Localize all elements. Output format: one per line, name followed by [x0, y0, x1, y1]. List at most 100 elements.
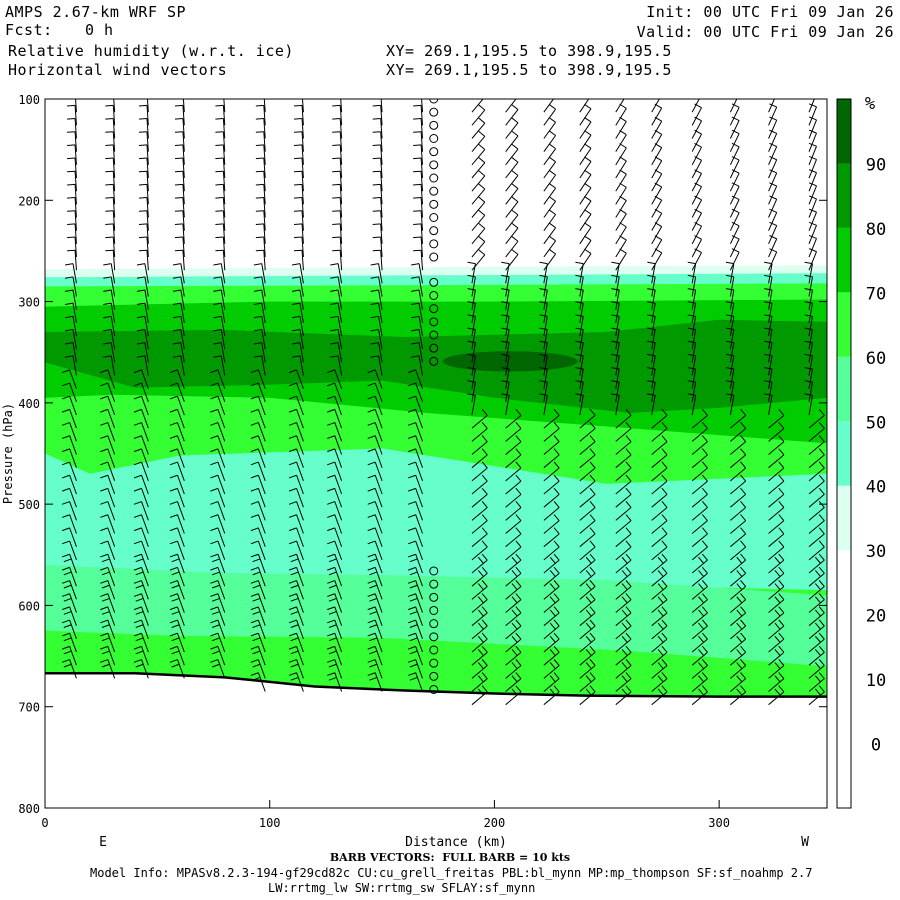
wind-barb-flag: [367, 487, 376, 492]
wind-barb-flag: [250, 501, 259, 505]
wind-barb-flag: [725, 274, 734, 278]
wind-barb-flag: [332, 249, 341, 252]
wind-barb: [730, 99, 731, 100]
wind-barb-flag: [135, 611, 144, 615]
wind-barb-flag: [133, 527, 142, 532]
wind-barb-flag: [169, 501, 178, 505]
wind-barb-flag: [103, 328, 112, 332]
wind-barb: [220, 276, 226, 297]
wind-barb: [505, 382, 510, 402]
wind-barb: [217, 606, 226, 626]
wind-barb-flag: [548, 156, 556, 163]
wind-barb: [691, 480, 708, 495]
wind-barb-flag: [332, 170, 341, 173]
wind-barb-flag: [372, 197, 381, 199]
wind-barb: [257, 619, 266, 640]
wind-barb-flag: [778, 487, 785, 495]
init-time: Init: 00 UTC Fri 09 Jan 26: [646, 3, 894, 21]
wind-barb-flag: [657, 688, 664, 696]
wind-barb: [543, 240, 557, 258]
wind-barb: [505, 599, 522, 613]
wind-barb-flag: [515, 514, 522, 521]
wind-barb: [374, 396, 383, 416]
wind-barb-flag: [174, 157, 183, 160]
wind-barb-flag: [100, 422, 108, 426]
wind-barb-flag: [100, 408, 108, 413]
wind-barb-flag: [100, 540, 108, 545]
wind-barb: [69, 633, 77, 653]
wind-barb: [729, 225, 740, 245]
wind-barb-flag: [369, 611, 378, 615]
colorbar-level-label: 70: [866, 284, 886, 304]
wind-barb-flag: [808, 169, 817, 174]
wind-barb-flag: [589, 435, 596, 442]
wind-barb: [420, 158, 424, 179]
wind-barb-flag: [332, 131, 341, 133]
wind-barb: [651, 414, 668, 429]
wind-barb-flag: [210, 395, 219, 400]
wind-barb: [471, 99, 473, 100]
wind-barb: [730, 691, 747, 706]
calm-wind-circle: [429, 239, 439, 249]
wind-barb-flag: [548, 196, 556, 202]
wind-barb-flag: [328, 571, 337, 576]
wind-barb-flag: [370, 276, 379, 279]
wind-barb: [374, 619, 383, 640]
wind-barb: [334, 501, 343, 521]
wind-barb-flag: [171, 584, 180, 589]
wind-barb-flag: [210, 501, 219, 505]
wind-barb-flag: [411, 328, 420, 332]
wind-barb-flag: [252, 663, 261, 668]
wind-barb-flag: [774, 688, 781, 696]
wind-barb-flag: [621, 662, 628, 670]
wind-barb: [74, 118, 77, 139]
wind-barb-flag: [585, 583, 592, 591]
wind-barb: [112, 158, 116, 179]
wind-barb: [112, 144, 116, 165]
wind-barb: [301, 99, 304, 113]
wind-barb-flag: [477, 570, 484, 577]
wind-barb-flag: [584, 103, 592, 110]
wind-barb: [505, 161, 519, 179]
wind-barb: [334, 435, 343, 455]
wind-barb-flag: [210, 514, 219, 518]
wind-barb-flag: [808, 103, 817, 108]
wind-barb-flag: [515, 422, 522, 429]
wind-barb-flag: [290, 676, 299, 681]
wind-barb-flag: [657, 570, 664, 577]
wind-barb-flag: [611, 340, 620, 344]
wind-barb: [730, 533, 747, 548]
wind-barb-flag: [288, 632, 297, 637]
wind-barb-flag: [250, 474, 259, 479]
wind-barb: [112, 105, 116, 126]
wind-barb: [615, 252, 627, 271]
wind-barb: [296, 461, 304, 482]
wind-barb: [418, 355, 424, 376]
wind-barb: [110, 263, 116, 284]
wind-barb-flag: [171, 558, 180, 563]
wind-barb: [543, 454, 560, 469]
wind-barb: [505, 276, 510, 297]
wind-barb-flag: [413, 92, 421, 93]
wind-barb: [296, 488, 304, 508]
wind-barb-flag: [511, 130, 519, 137]
wind-barb-flag: [661, 659, 668, 666]
wind-barb-flag: [255, 210, 264, 212]
wind-barb: [505, 467, 522, 482]
wind-barb-flag: [332, 118, 341, 120]
wind-barb: [337, 289, 343, 310]
wind-barb: [729, 303, 735, 323]
wind-barb: [808, 238, 817, 258]
wind-barb: [730, 428, 747, 442]
wind-barb-flag: [511, 209, 519, 216]
wind-barb: [263, 99, 266, 113]
wind-barb: [415, 672, 423, 692]
wind-barb-flag: [256, 92, 264, 93]
wind-barb-flag: [778, 659, 785, 666]
wind-barb: [334, 554, 343, 574]
wind-barb: [334, 382, 343, 403]
wind-barb: [334, 514, 343, 534]
wind-barb-flag: [769, 129, 777, 134]
wind-barb: [299, 355, 304, 376]
calm-wind-circle: [429, 304, 439, 314]
